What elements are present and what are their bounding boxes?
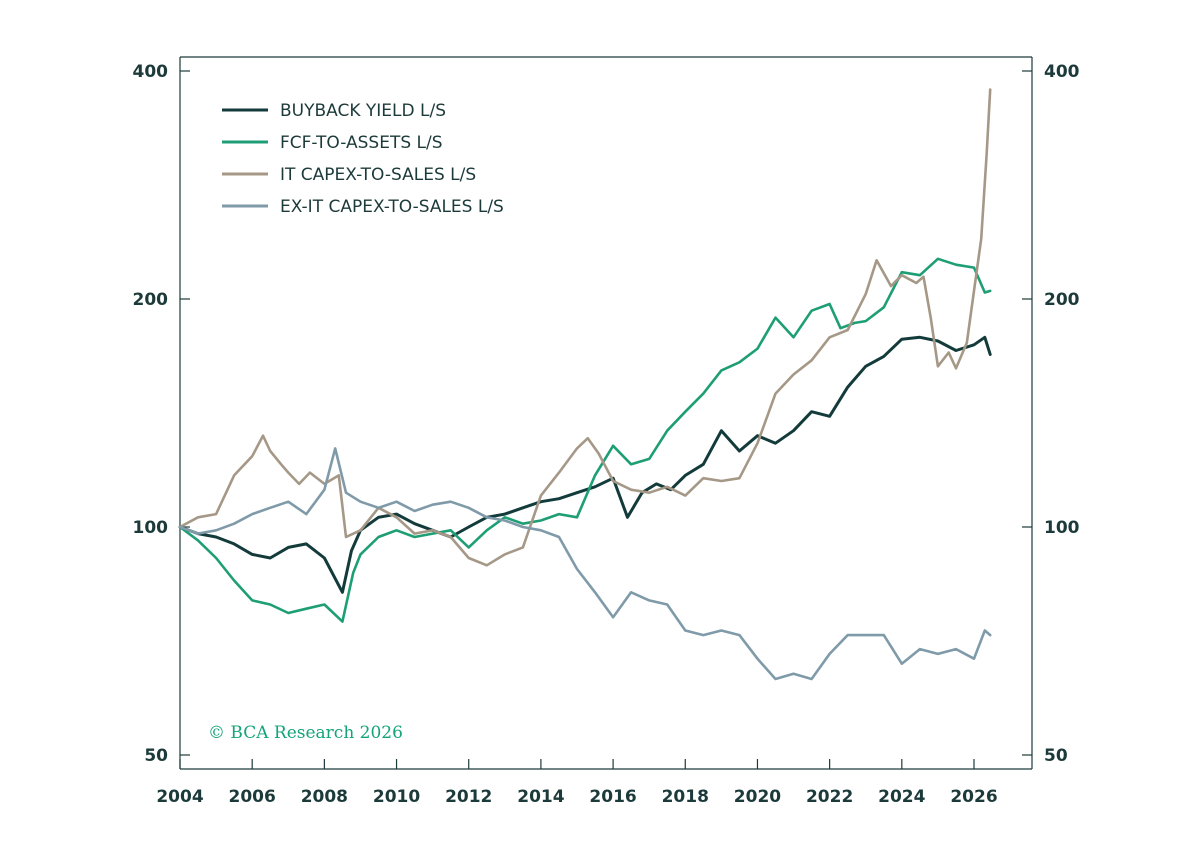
credit: © BCA Research 2026 [208,723,403,743]
x-tick-label: 2020 [734,787,781,807]
x-tick-label: 2016 [589,787,636,807]
x-tick-label: 2012 [445,787,492,807]
series-line-3 [178,88,992,567]
left-tick-label: 100 [133,518,169,538]
ticks-layer: 400 200 100 50 400 200 100 50 2004 2006 2008 2010 20… [133,62,1080,807]
x-tick-label: 2010 [373,787,420,807]
series-layer [178,88,992,681]
legend: BUYBACK YIELD L/S FCF-TO-ASSETS L/S IT CAP… [222,101,504,217]
left-tick-label: 50 [144,746,168,766]
right-tick-label: 100 [1044,518,1080,538]
x-tick-label: 2006 [229,787,276,807]
x-tick-label: 2008 [301,787,348,807]
legend-label: EX-IT CAPEX-TO-SALES L/S [280,197,504,217]
series-line-4 [178,447,992,681]
series-line-2 [178,257,992,623]
left-tick-label: 400 [133,62,169,82]
right-tick-label: 400 [1044,62,1080,82]
x-tick-label: 2014 [517,787,564,807]
legend-label: FCF-TO-ASSETS L/S [280,133,443,153]
x-tick-label: 2004 [156,787,203,807]
x-tick-label: 2026 [950,787,997,807]
legend-label: BUYBACK YIELD L/S [280,101,446,121]
right-tick-label: 200 [1044,290,1080,310]
left-tick-label: 200 [133,290,169,310]
x-tick-label: 2018 [662,787,709,807]
legend-label: IT CAPEX-TO-SALES L/S [280,165,476,185]
x-tick-label: 2024 [878,787,925,807]
right-tick-label: 50 [1044,746,1068,766]
x-tick-label: 2022 [806,787,853,807]
credit-text: © BCA Research 2026 [208,723,403,743]
series-line-1 [178,335,992,594]
